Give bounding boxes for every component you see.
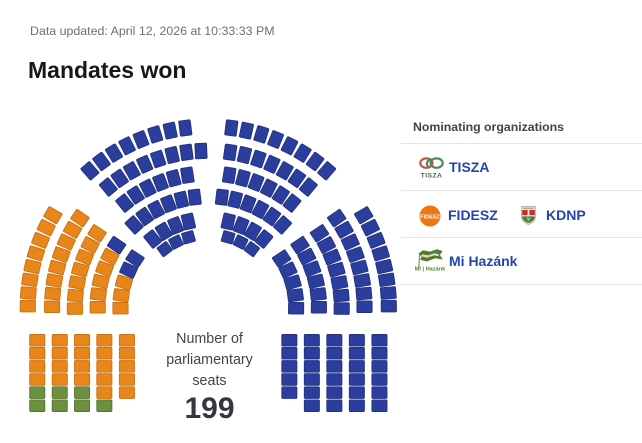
svg-text:FIDESZ: FIDESZ	[420, 215, 440, 221]
svg-text:TISZA: TISZA	[421, 173, 443, 180]
svg-text:Mi | Hazánk: Mi | Hazánk	[415, 267, 446, 273]
